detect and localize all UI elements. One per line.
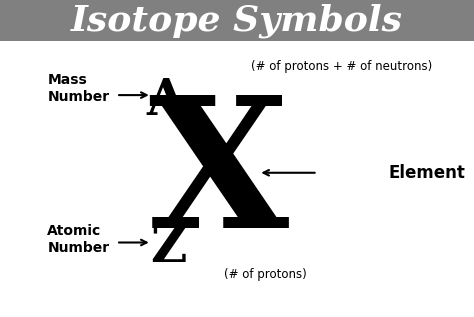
Text: Atomic
Number: Atomic Number [47, 224, 109, 255]
Text: A: A [146, 77, 185, 126]
Text: X: X [148, 89, 288, 266]
Text: Mass
Number: Mass Number [47, 73, 109, 104]
Text: Z: Z [150, 224, 186, 273]
Text: Element: Element [389, 164, 465, 182]
Text: (# of protons): (# of protons) [224, 268, 307, 281]
FancyBboxPatch shape [0, 0, 474, 41]
Text: Isotope Symbols: Isotope Symbols [71, 3, 403, 38]
Text: (# of protons + # of neutrons): (# of protons + # of neutrons) [251, 60, 432, 73]
